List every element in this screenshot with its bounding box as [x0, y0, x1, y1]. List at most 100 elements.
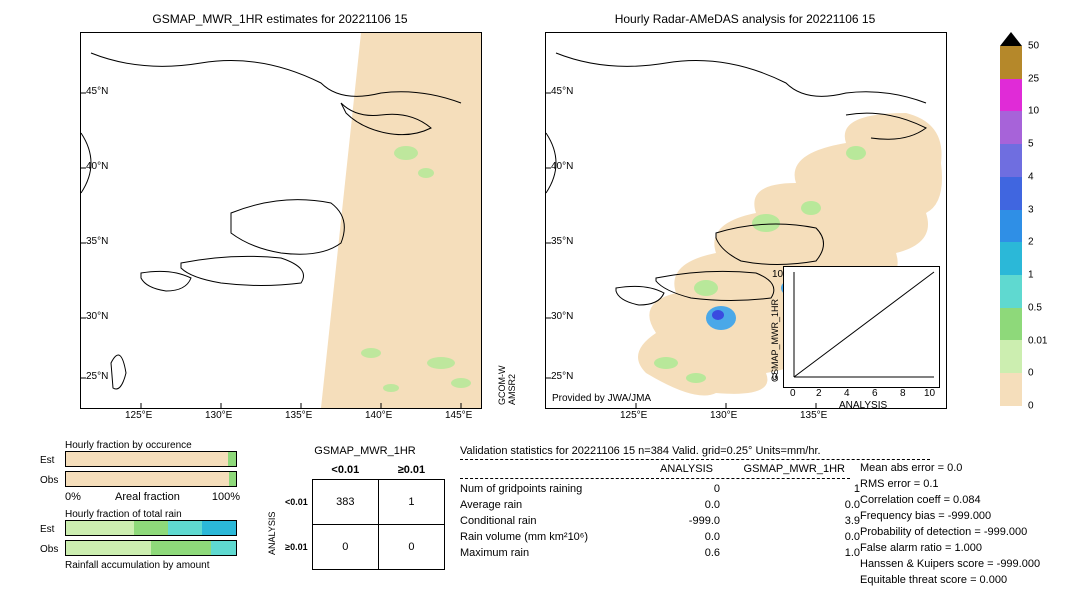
tot-rows-seg-1-0 [66, 541, 151, 555]
right-map-title: Hourly Radar-AMeDAS analysis for 2022110… [545, 12, 945, 26]
left-map-svg [81, 33, 481, 408]
l-xt-4: 145°E [445, 410, 472, 421]
tot-rows-seg-0-0 [66, 521, 134, 535]
cbar-tick-7: 1 [1028, 270, 1034, 281]
cbar-seg-9 [1000, 340, 1022, 373]
r-yt-4: 45°N [551, 86, 573, 97]
tot-rows-seg-0-2 [168, 521, 202, 535]
scatter-inset: 0 2 4 6 8 10 0 10 ANALYSIS GSMAP_MWR_1HR [783, 266, 940, 388]
ct-10: 0 [312, 525, 378, 570]
tot-footer: Rainfall accumulation by amount [65, 560, 240, 571]
ct-ch1: ≥0.01 [378, 461, 444, 480]
colorbar: 502510543210.50.0100 [1000, 46, 1022, 406]
val-name-2: Conditional rain [460, 513, 640, 529]
cbar-seg-6 [1000, 242, 1022, 275]
val-c1: ANALYSIS [632, 462, 714, 476]
cbar-seg-5 [1000, 210, 1022, 243]
val-a-2: -999.0 [640, 513, 730, 529]
l-yt-45: 45°N [86, 86, 108, 97]
tot-rows-seg-1-1 [151, 541, 211, 555]
right-map: 0 2 4 6 8 10 0 10 ANALYSIS GSMAP_MWR_1HR… [545, 32, 947, 409]
occ-ax1: 100% [212, 491, 240, 503]
tot-rows-label-0: Est [40, 524, 65, 535]
cbar-tick-4: 4 [1028, 171, 1034, 182]
metric-2: Correlation coeff = 0.084 [860, 494, 1040, 506]
val-c2: GSMAP_MWR_1HR [714, 462, 846, 476]
occ-axl: Areal fraction [115, 491, 180, 503]
left-map-title: GSMAP_MWR_1HR estimates for 20221106 15 [80, 12, 480, 26]
occ-rows-seg-1-1 [229, 472, 236, 486]
ct-11: 0 [378, 525, 444, 570]
r-yt-0: 25°N [551, 371, 573, 382]
val-b-2: 3.9 [730, 513, 870, 529]
r-yt-3: 40°N [551, 161, 573, 172]
cbar-seg-0 [1000, 46, 1022, 79]
l-xt-1: 130°E [205, 410, 232, 421]
val-name-0: Num of gridpoints raining [460, 481, 640, 497]
cbar-tick-6: 2 [1028, 237, 1034, 248]
r-yt-1: 30°N [551, 311, 573, 322]
ins-x1: 2 [816, 388, 822, 399]
l-yt-35: 35°N [86, 236, 108, 247]
cbar-seg-7 [1000, 275, 1022, 308]
occ-title: Hourly fraction by occurence [65, 440, 240, 451]
tot-rows-seg-1-2 [211, 541, 237, 555]
left-map [80, 32, 482, 409]
metrics-block: Mean abs error = 0.0RMS error = 0.1Corre… [860, 462, 1040, 590]
ins-x5: 10 [924, 388, 935, 399]
tot-rows-bar-0 [65, 520, 237, 536]
val-a-3: 0.0 [640, 529, 730, 545]
val-b-0: 1 [730, 481, 870, 497]
r-xt-0: 125°E [620, 410, 647, 421]
r-yt-2: 35°N [551, 236, 573, 247]
inset-ylabel: GSMAP_MWR_1HR [770, 299, 780, 382]
swath [321, 33, 481, 408]
tot-title: Hourly fraction of total rain [65, 509, 240, 520]
occurrence-block: Hourly fraction by occurence EstObs 0% A… [40, 440, 240, 571]
cbar-seg-3 [1000, 144, 1022, 177]
side-amsr: AMSR2 [507, 374, 517, 405]
cbar-tick-10: 0 [1028, 368, 1034, 379]
l-yt-30: 30°N [86, 311, 108, 322]
ct-00: 383 [312, 480, 378, 525]
tot-rows-label-1: Obs [40, 544, 65, 555]
cbar-seg-10 [1000, 373, 1022, 406]
ins-x2: 4 [844, 388, 850, 399]
occ-rows-seg-0-1 [228, 452, 237, 466]
metric-1: RMS error = 0.1 [860, 478, 1040, 490]
metric-6: Hanssen & Kuipers score = -999.000 [860, 558, 1040, 570]
cbar-tick-2: 10 [1028, 106, 1039, 117]
cbar-seg-2 [1000, 111, 1022, 144]
val-name-1: Average rain [460, 497, 640, 513]
ins-x4: 8 [900, 388, 906, 399]
occ-rows-bar-1 [65, 471, 237, 487]
l-xt-0: 125°E [125, 410, 152, 421]
contingency-block: GSMAP_MWR_1HR <0.01 ≥0.01 <0.01 383 1 ≥0… [265, 445, 445, 457]
val-a-4: 0.6 [640, 545, 730, 561]
cbar-tick-1: 25 [1028, 73, 1039, 84]
l-xt-2: 135°E [285, 410, 312, 421]
metric-4: Probability of detection = -999.000 [860, 526, 1040, 538]
cbar-arrow [1000, 32, 1022, 46]
val-a-1: 0.0 [640, 497, 730, 513]
cbar-tick-9: 0.01 [1028, 335, 1047, 346]
side-gcom: GCOM-W [497, 366, 507, 406]
l-xt-3: 140°E [365, 410, 392, 421]
metric-7: Equitable threat score = 0.000 [860, 574, 1040, 586]
ct-ch0: <0.01 [312, 461, 378, 480]
tot-rows-seg-0-1 [134, 521, 168, 535]
ins-x3: 6 [872, 388, 878, 399]
provided-by: Provided by JWA/JMA [552, 393, 651, 404]
ins-x0: 0 [790, 388, 796, 399]
tot-rows-seg-0-3 [202, 521, 236, 535]
l-yt-40: 40°N [86, 161, 108, 172]
val-name-4: Maximum rain [460, 545, 640, 561]
l-yt-25: 25°N [86, 371, 108, 382]
cbar-tick-3: 5 [1028, 139, 1034, 150]
ct-rh1: ≥0.01 [285, 525, 312, 570]
cbar-seg-8 [1000, 308, 1022, 341]
ct-rh0: <0.01 [285, 480, 312, 525]
cbar-tick-0: 50 [1028, 41, 1039, 52]
metric-5: False alarm ratio = 1.000 [860, 542, 1040, 554]
occ-rows-seg-1-0 [66, 472, 229, 486]
